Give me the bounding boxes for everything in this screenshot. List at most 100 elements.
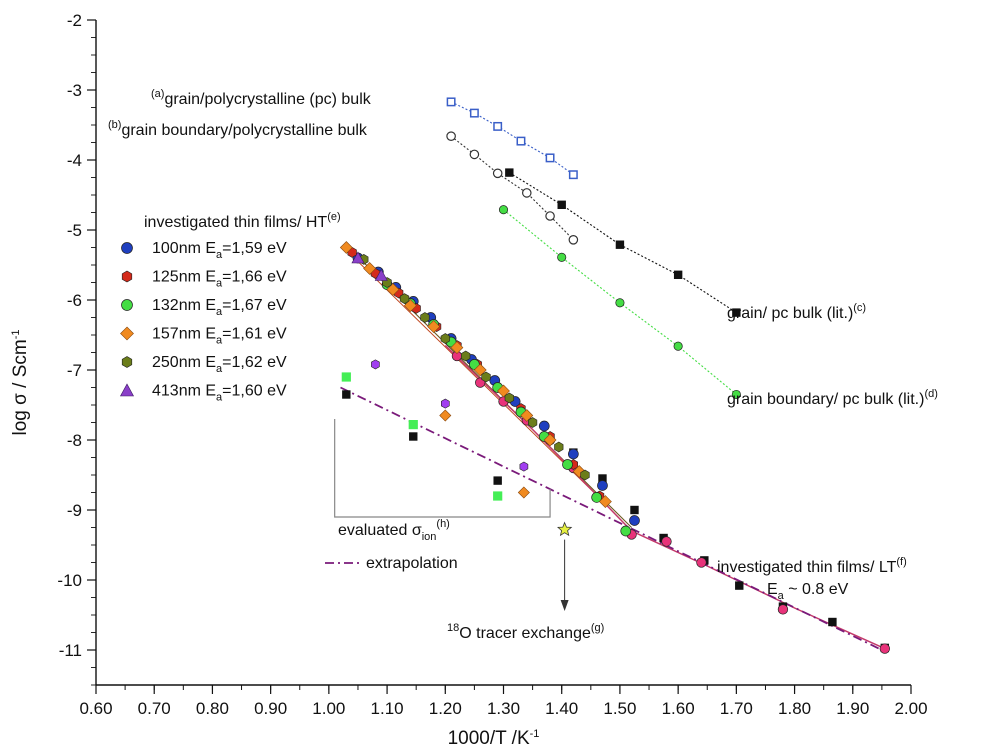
x-tick-label: 1.20 bbox=[429, 699, 462, 718]
label-extrapolation: extrapolation bbox=[366, 555, 458, 572]
x-tick-label: 1.10 bbox=[371, 699, 404, 718]
reference-line bbox=[450, 101, 574, 176]
y-tick-label: -7 bbox=[67, 361, 82, 380]
ht-point-157nm bbox=[598, 495, 612, 509]
sigma-ion-bracket bbox=[334, 419, 551, 518]
ht-point-100nm bbox=[538, 420, 550, 432]
reference-point bbox=[615, 240, 625, 249]
ht-point-250nm bbox=[481, 371, 491, 383]
reference-point bbox=[492, 168, 503, 179]
reference-point bbox=[731, 389, 741, 400]
ht-point-157nm bbox=[403, 299, 417, 313]
reference-point bbox=[557, 252, 567, 262]
y-tick-label: -6 bbox=[67, 291, 82, 310]
ht-point-157nm bbox=[450, 341, 464, 355]
reference-point bbox=[545, 211, 555, 221]
x-tick-label: 1.30 bbox=[487, 699, 520, 718]
ht-point-157nm bbox=[520, 409, 534, 422]
reference-line bbox=[450, 135, 574, 241]
x-tick-label: 1.60 bbox=[662, 699, 695, 718]
ht-point-132nm bbox=[620, 525, 632, 537]
black-square-point bbox=[598, 474, 607, 483]
reference-point bbox=[673, 341, 683, 351]
legend-entry-label: 250nm Ea=1,62 eV bbox=[152, 354, 287, 375]
x-tick-label: 2.00 bbox=[894, 699, 927, 718]
sigma-ion-point bbox=[517, 486, 530, 499]
reference-point bbox=[568, 170, 578, 180]
y-tick-label: -2 bbox=[67, 11, 82, 30]
reference-point bbox=[446, 131, 456, 141]
sigma-ion-point bbox=[408, 420, 418, 430]
sigma-ion-point bbox=[519, 461, 529, 472]
legend-marker bbox=[121, 299, 133, 311]
legend-entry-label: 413nm Ea=1,60 eV bbox=[152, 383, 287, 404]
y-tick-label: -10 bbox=[57, 571, 82, 590]
black-square-point bbox=[630, 505, 639, 515]
reference-point bbox=[557, 200, 566, 209]
reference-point bbox=[446, 97, 456, 107]
label-evaluated-sigma-ion: evaluated σion(h) bbox=[338, 518, 450, 543]
legend-marker bbox=[119, 383, 135, 397]
sigma-ion-point bbox=[439, 409, 452, 422]
black-square-point bbox=[493, 476, 502, 485]
x-tick-label: 0.80 bbox=[196, 699, 229, 718]
sigma-ion-point bbox=[493, 491, 503, 501]
label-tracer-exchange: 18O tracer exchange(g) bbox=[447, 622, 604, 642]
lt-point bbox=[879, 643, 890, 654]
reference-point bbox=[615, 298, 625, 308]
ht-point-100nm bbox=[629, 515, 640, 526]
x-axis-label: 1000/T /K-1 bbox=[448, 728, 540, 749]
legend-marker bbox=[121, 270, 133, 283]
ht-point-100nm bbox=[568, 448, 579, 460]
y-tick-label: -8 bbox=[67, 431, 82, 450]
legend-entry-label: 100nm Ea=1,59 eV bbox=[152, 240, 287, 261]
legend-title: investigated thin films/ HT(e) bbox=[144, 211, 341, 231]
legend-marker bbox=[120, 326, 134, 341]
ht-point-132nm bbox=[591, 492, 602, 503]
x-tick-label: 1.00 bbox=[312, 699, 345, 718]
reference-point bbox=[521, 188, 532, 198]
ht-point-100nm bbox=[597, 480, 608, 491]
reference-point bbox=[505, 168, 514, 177]
ht-point-250nm bbox=[580, 469, 590, 481]
ht-point-157nm bbox=[339, 241, 353, 254]
label-lt-thin-films: investigated thin films/ LT(f) bbox=[717, 556, 907, 576]
ht-point-157nm bbox=[543, 433, 557, 447]
sigma-ion-point bbox=[371, 359, 380, 370]
x-tick-label: 0.60 bbox=[79, 699, 112, 718]
ht-point-157nm bbox=[473, 363, 487, 377]
ht-point-413nm bbox=[351, 251, 365, 264]
ht-point-250nm bbox=[420, 312, 430, 323]
x-tick-label: 0.70 bbox=[138, 699, 171, 718]
label-grain-boundary-pc-bulk-lit: grain boundary/ pc bulk (lit.)(d) bbox=[727, 388, 938, 408]
label-grain-pc-bulk-lit: grain/ pc bulk (lit.)(c) bbox=[727, 302, 866, 322]
reference-point bbox=[568, 235, 579, 245]
black-square-point bbox=[828, 617, 837, 627]
reference-point bbox=[516, 136, 526, 146]
ht-point-132nm bbox=[562, 459, 573, 470]
legend-entry-label: 157nm Ea=1,61 eV bbox=[152, 326, 287, 347]
x-tick-label: 1.90 bbox=[836, 699, 869, 718]
ht-point-157nm bbox=[386, 283, 400, 296]
legend-marker bbox=[121, 356, 133, 368]
label-grain-pc-bulk: (a)grain/polycrystalline (pc) bulk bbox=[151, 88, 372, 108]
black-square-point bbox=[735, 581, 744, 590]
lt-point bbox=[696, 557, 707, 568]
x-tick-label: 0.90 bbox=[254, 699, 287, 718]
legend-marker bbox=[121, 242, 133, 254]
x-tick-label: 1.40 bbox=[545, 699, 578, 718]
y-tick-label: -11 bbox=[59, 641, 82, 660]
tracer-exchange-point bbox=[557, 521, 573, 537]
lt-point bbox=[661, 536, 672, 547]
y-tick-label: -9 bbox=[67, 501, 82, 520]
ht-point-250nm bbox=[460, 350, 471, 362]
black-square-point bbox=[409, 432, 418, 441]
ht-point-250nm bbox=[399, 293, 410, 304]
ht-point-157nm bbox=[363, 262, 377, 275]
y-axis-label: log σ / Scm-1 bbox=[10, 330, 31, 436]
legend-entry-label: 125nm Ea=1,66 eV bbox=[152, 269, 287, 290]
ht-point-250nm bbox=[554, 441, 564, 453]
y-tick-label: -4 bbox=[67, 151, 82, 170]
reference-point bbox=[498, 205, 509, 215]
reference-point bbox=[493, 121, 503, 131]
